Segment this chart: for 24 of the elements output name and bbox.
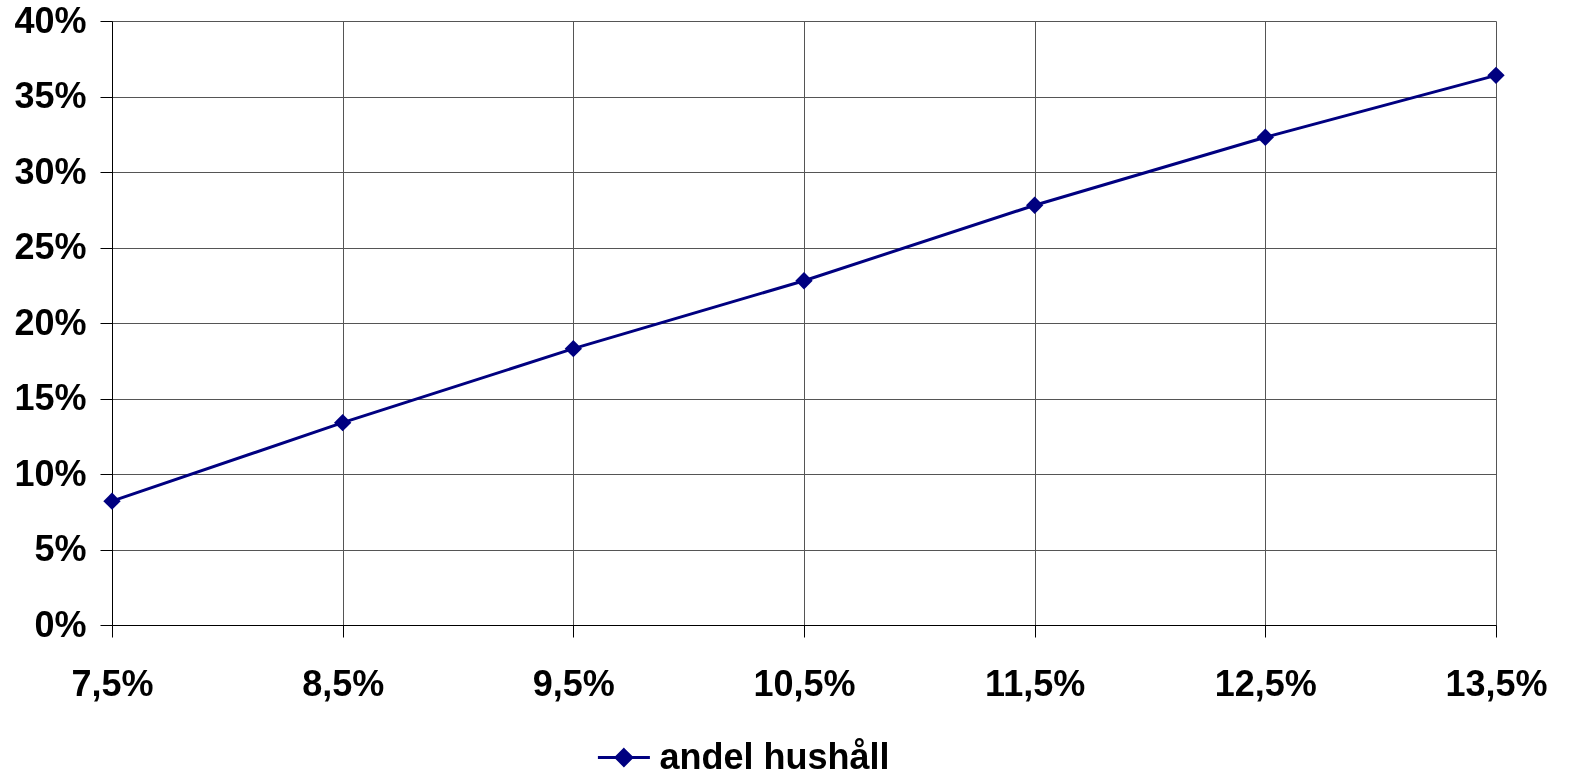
x-tick-label: 8,5%	[302, 662, 385, 704]
y-tick-label: 40%	[14, 0, 87, 41]
point	[334, 414, 352, 432]
x-tick-label: 10,5%	[753, 662, 856, 704]
point	[795, 272, 813, 290]
point	[1487, 66, 1505, 85]
point	[1026, 196, 1044, 214]
x-tick-label: 7,5%	[71, 662, 154, 704]
x-tick-label: 13,5%	[1445, 662, 1548, 704]
point	[564, 340, 582, 358]
legend-label: andel hushåll	[659, 735, 890, 771]
y-tick-label: 10%	[14, 452, 87, 494]
y-tick-label: 30%	[14, 150, 87, 192]
y-tick-label: 15%	[14, 377, 87, 418]
x-tick-label: 11,5%	[985, 662, 1086, 704]
y-tick-label: 35%	[14, 75, 87, 116]
y-tick-label: 5%	[34, 528, 87, 569]
x-tick-label: 9,5%	[532, 662, 615, 704]
x-tick-label: 12,5%	[1214, 662, 1317, 704]
y-tick-label: 25%	[14, 226, 87, 267]
point	[1256, 128, 1274, 146]
point	[103, 492, 121, 510]
y-tick-label: 0%	[34, 603, 87, 645]
y-tick-label: 20%	[14, 301, 87, 343]
